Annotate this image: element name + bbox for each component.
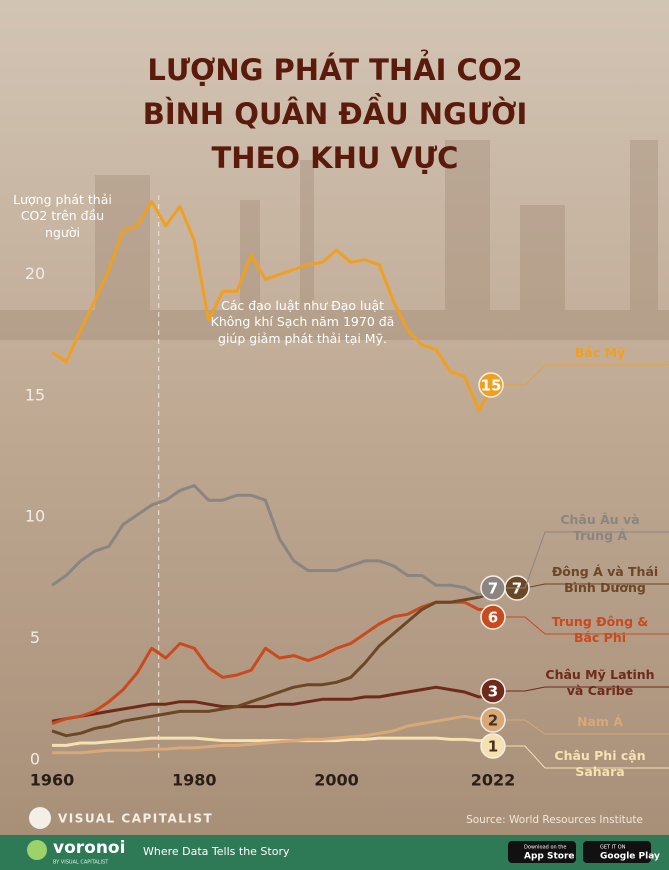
legend-label: Châu Mỹ Latinh và Caribe	[545, 667, 655, 699]
end-label: 15	[481, 377, 502, 395]
tagline: Where Data Tells the Story	[143, 845, 290, 858]
background	[0, 0, 669, 835]
voronoi-sub: BY VISUAL CAPITALIST	[53, 860, 109, 866]
end-label: 6	[488, 609, 498, 627]
leader-line	[505, 745, 669, 769]
end-badge	[480, 678, 506, 704]
series-line	[51, 484, 494, 597]
factory-silhouette	[0, 140, 669, 340]
leader-line	[503, 364, 669, 386]
annotation: Các đạo luật như Đạo luật Không khí Sạch…	[210, 298, 395, 346]
end-label: 3	[488, 683, 498, 701]
series-line	[51, 685, 493, 723]
voronoi-logo	[27, 840, 47, 860]
badge-small[interactable]: Download on the	[524, 845, 566, 851]
end-label: 7	[488, 580, 498, 598]
brand: VISUAL CAPITALIST	[58, 812, 213, 826]
leader-line	[505, 719, 669, 735]
end-badge	[480, 604, 506, 630]
badge-small[interactable]: GET IT ON	[600, 845, 626, 851]
y-tick-label: 10	[25, 507, 45, 526]
end-badge	[480, 733, 506, 759]
chart-title: THEO KHU VỰC	[212, 141, 459, 175]
badge-big[interactable]: App Store	[524, 852, 575, 862]
source: Source: World Resources Institute	[466, 814, 643, 826]
legend-label: Bắc Mỹ	[574, 345, 626, 360]
x-tick-label: 1980	[172, 771, 217, 790]
chart-title: LƯỢNG PHÁT THẢI CO2	[147, 50, 522, 87]
series-line	[52, 736, 493, 747]
end-badge	[478, 372, 504, 398]
x-tick-label: 1960	[30, 771, 75, 790]
y-axis-label: Lượng phát thải CO2 trên đầu người	[13, 192, 112, 240]
series-line	[51, 591, 494, 738]
legend-label: Châu Âu và Trung Á	[560, 512, 640, 544]
series-line	[52, 712, 494, 755]
badge[interactable]	[508, 841, 576, 863]
legend-label: Đông Á và Thái Bình Dương	[551, 564, 659, 596]
series-line	[51, 200, 495, 412]
series-line	[51, 600, 493, 726]
y-tick-label: 0	[30, 750, 40, 769]
x-tick-label: 2022	[471, 771, 516, 790]
badge-big[interactable]: Google Play	[600, 852, 660, 862]
leader-line	[505, 686, 669, 692]
end-label: 1	[488, 738, 498, 756]
leader-line	[505, 531, 669, 589]
voronoi-name: voronoi	[53, 838, 125, 858]
google-play-badge[interactable]: GET IT ON Google Play	[583, 841, 660, 863]
legend-label: Châu Phi cận Sahara	[554, 748, 646, 780]
leader-line	[505, 616, 669, 635]
end-label: 2	[488, 712, 498, 730]
x-tick-label: 2000	[314, 771, 359, 790]
vc-logo	[29, 807, 51, 829]
end-badge	[480, 707, 506, 733]
chart-title: BÌNH QUÂN ĐẦU NGƯỜI	[143, 94, 527, 131]
y-tick-label: 15	[25, 385, 45, 404]
legend-label: Trung Đông & Bắc Phi	[551, 614, 649, 646]
badge[interactable]	[583, 841, 651, 863]
legend-label: Nam Á	[577, 714, 623, 729]
y-tick-label: 20	[25, 264, 45, 283]
end-badge	[480, 575, 506, 601]
app-store-badge[interactable]: Download on the App Store	[508, 841, 576, 863]
y-tick-label: 5	[30, 628, 40, 647]
